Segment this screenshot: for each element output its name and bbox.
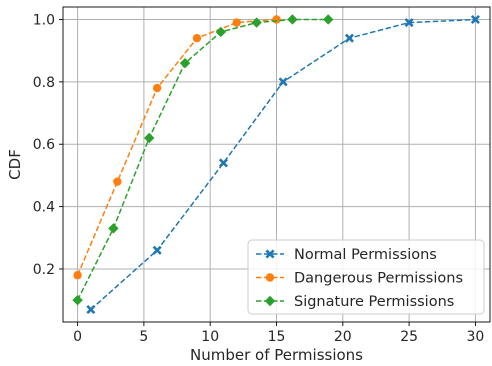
x-tick-label: 25 xyxy=(400,329,418,345)
y-tick-label: 0.6 xyxy=(33,137,55,153)
x-tick-label: 30 xyxy=(466,329,484,345)
x-tick-label: 10 xyxy=(201,329,219,345)
series-1 xyxy=(73,15,280,279)
data-point xyxy=(154,247,161,254)
data-point xyxy=(73,271,81,279)
legend-label: Signature Permissions xyxy=(294,294,454,310)
data-point xyxy=(72,295,82,305)
legend: Normal Permissions Dangerous Permissions S… xyxy=(248,240,484,314)
x-tick-label: 20 xyxy=(334,329,352,345)
y-tick-label: 1.0 xyxy=(33,12,55,28)
y-tick-label: 0.8 xyxy=(33,75,55,91)
legend-marker xyxy=(266,273,274,281)
data-point xyxy=(233,18,241,26)
x-tick-label: 15 xyxy=(268,329,286,345)
data-point xyxy=(144,133,154,143)
x-tick-label: 5 xyxy=(139,329,148,345)
y-tick-label: 0.4 xyxy=(33,200,55,216)
data-point xyxy=(272,15,280,23)
data-point xyxy=(193,34,201,42)
data-point xyxy=(251,17,261,27)
legend-label: Dangerous Permissions xyxy=(294,271,463,287)
data-point xyxy=(323,14,333,24)
data-point xyxy=(287,14,297,24)
data-point xyxy=(153,84,161,92)
x-tick-label: 0 xyxy=(73,329,82,345)
data-point xyxy=(87,306,94,313)
x-axis-label: Number of Permissions xyxy=(190,346,363,364)
y-axis-label: CDF xyxy=(6,149,24,180)
series-line xyxy=(78,19,277,275)
data-point xyxy=(220,159,227,166)
legend-label: Normal Permissions xyxy=(294,247,437,263)
data-point xyxy=(113,177,121,185)
data-point xyxy=(216,27,226,37)
y-tick-label: 0.2 xyxy=(33,262,55,278)
data-point xyxy=(108,223,118,233)
